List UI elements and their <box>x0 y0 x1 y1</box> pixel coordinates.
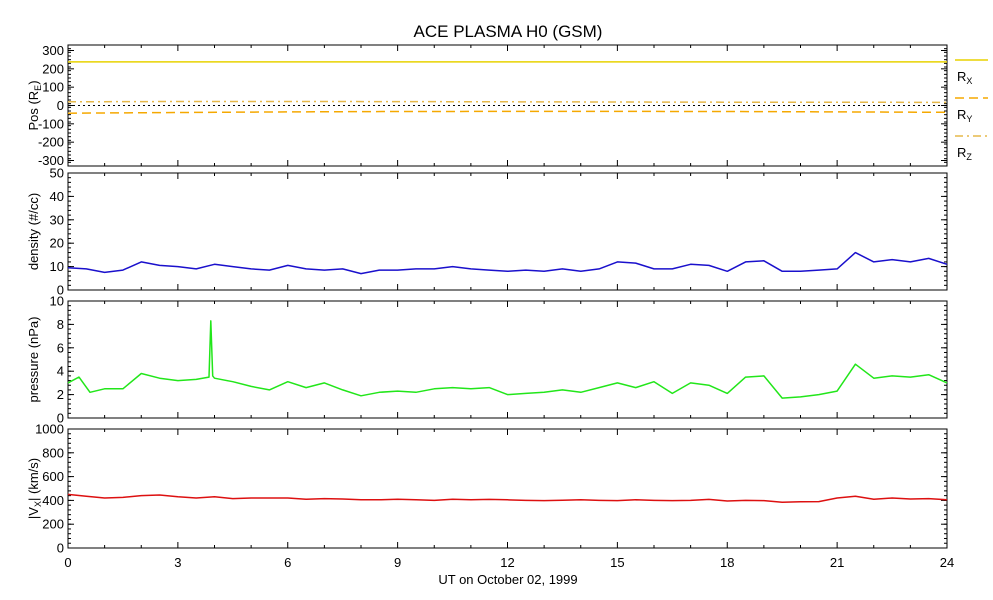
y-axis-label: Pos (RE) <box>26 80 43 130</box>
y-tick-label: 600 <box>42 469 64 484</box>
y-tick-label: 10 <box>50 294 64 309</box>
panel-1: 300 200 100 0 -100 -200 -300 Pos (RE) RX RY RZ <box>26 43 988 168</box>
chart-title: ACE PLASMA H0 (GSM) <box>414 22 603 41</box>
y-tick-label: 400 <box>42 493 64 508</box>
y-tick-label: 0 <box>57 98 64 113</box>
series-line-rz <box>67 100 948 104</box>
legend-label: RY <box>957 107 972 124</box>
x-tick-label: 24 <box>940 555 954 570</box>
x-tick-label: 12 <box>500 555 514 570</box>
x-tick-label: 6 <box>284 555 291 570</box>
series-line-pressure <box>67 320 948 399</box>
x-tick-label: 9 <box>394 555 401 570</box>
x-axis-label: UT on October 02, 1999 <box>438 572 577 587</box>
y-tick-label: 2 <box>57 387 64 402</box>
y-tick-label: 100 <box>42 80 64 95</box>
y-tick-label: 0 <box>57 411 64 426</box>
panel-2: 0 10 20 30 40 50 density (#/cc) <box>26 166 948 298</box>
y-tick-label: 0 <box>57 541 64 556</box>
y-tick-label: -200 <box>38 135 64 150</box>
y-tick-label: 40 <box>50 189 64 204</box>
series-line-vx <box>67 493 948 503</box>
panel-frame <box>67 300 948 419</box>
series-line-density <box>67 251 948 275</box>
panel-4: 0 200 400 600 800 1000 |VX| (km/s) 0 3 6 9 12 15 18 21… <box>26 422 954 571</box>
y-tick-label: 6 <box>57 340 64 355</box>
legend-label: RX <box>957 69 972 86</box>
y-axis-label: density (#/cc) <box>26 193 41 270</box>
y-axis-label: |VX| (km/s) <box>26 458 43 519</box>
y-tick-label: 10 <box>50 259 64 274</box>
panel-frame <box>67 172 948 291</box>
x-tick-label: 0 <box>64 555 71 570</box>
y-tick-label: -300 <box>38 153 64 168</box>
y-tick-label: 30 <box>50 212 64 227</box>
y-tick-label: -100 <box>38 116 64 131</box>
x-tick-label: 18 <box>720 555 734 570</box>
legend-label: RZ <box>957 145 972 162</box>
y-tick-label: 800 <box>42 445 64 460</box>
y-tick-label: 0 <box>57 283 64 298</box>
y-tick-label: 200 <box>42 61 64 76</box>
y-tick-label: 200 <box>42 517 64 532</box>
panel-3: 0 2 4 6 8 10 pressure (nPa) <box>26 294 948 426</box>
series-line-ry <box>67 110 948 114</box>
x-tick-label: 15 <box>610 555 624 570</box>
y-axis-label: pressure (nPa) <box>26 317 41 403</box>
x-tick-label: 3 <box>174 555 181 570</box>
y-tick-label: 4 <box>57 364 64 379</box>
y-tick-label: 1000 <box>35 422 64 437</box>
y-tick-label: 300 <box>42 43 64 58</box>
panel-frame <box>67 428 948 549</box>
x-tick-label: 21 <box>830 555 844 570</box>
y-tick-label: 8 <box>57 317 64 332</box>
y-tick-label: 20 <box>50 236 64 251</box>
y-tick-label: 50 <box>50 166 64 181</box>
